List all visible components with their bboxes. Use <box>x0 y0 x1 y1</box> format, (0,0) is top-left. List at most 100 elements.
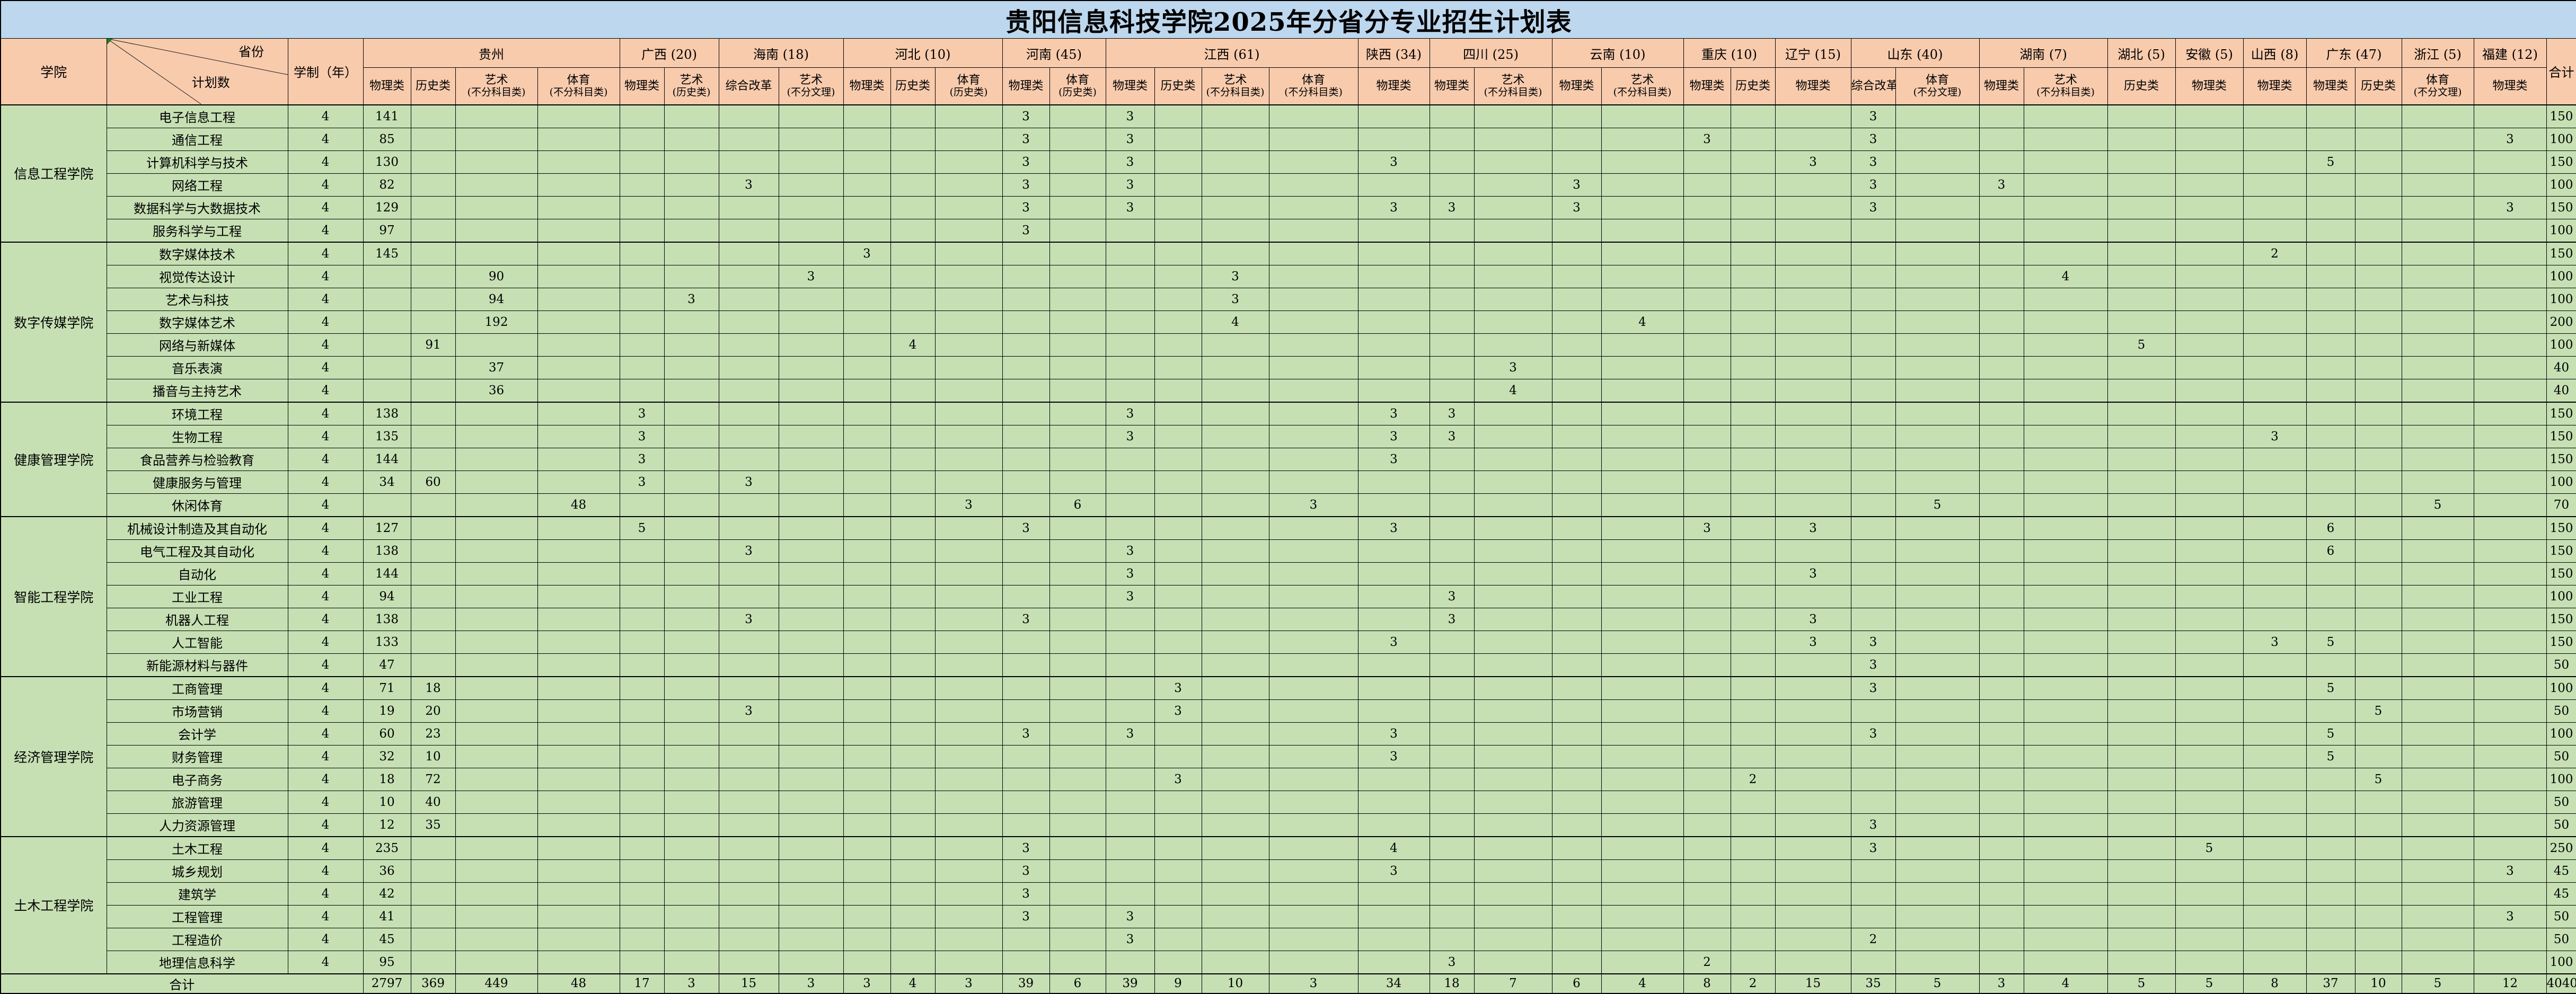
plan-value-cell <box>455 562 538 585</box>
plan-value-cell <box>1357 378 1430 402</box>
row-total-cell: 150 <box>2546 150 2576 174</box>
summary-value-cell: 3 <box>1979 973 2024 993</box>
plan-value-cell <box>1154 127 1202 151</box>
plan-value-cell <box>1850 378 1896 402</box>
plan-value-cell <box>843 584 891 608</box>
plan-value-cell: 3 <box>1775 607 1851 631</box>
plan-value-cell <box>1601 333 1684 357</box>
plan-value-cell <box>718 676 779 700</box>
plan-value-cell: 36 <box>455 378 538 402</box>
plan-value-cell <box>2243 904 2307 928</box>
plan-value-cell <box>2107 104 2176 128</box>
plan-count-axis-label: 计划数 <box>191 75 230 90</box>
plan-value-cell <box>455 127 538 151</box>
plan-value-cell <box>1268 790 1358 814</box>
plan-value-cell <box>1601 493 1684 517</box>
summary-value-cell: 2797 <box>363 973 411 993</box>
plan-value-cell <box>1730 333 1776 357</box>
plan-value-cell: 5 <box>2306 150 2356 174</box>
plan-value-cell <box>2107 607 2176 631</box>
plan-value-cell <box>1601 676 1684 700</box>
plan-value-cell <box>1979 584 2024 608</box>
plan-value-cell <box>1979 333 2024 357</box>
plan-value-cell <box>1730 859 1776 883</box>
plan-value-cell: 34 <box>363 470 411 494</box>
plan-value-cell <box>1775 927 1851 951</box>
plan-value-cell <box>2175 241 2244 265</box>
plan-value-cell <box>1474 470 1552 494</box>
major-name-cell: 会计学 <box>106 722 288 746</box>
plan-value-cell <box>619 790 665 814</box>
summary-value-cell: 10 <box>2354 973 2402 993</box>
plan-value-cell <box>537 401 620 425</box>
plan-value-cell <box>455 401 538 425</box>
plan-value-cell <box>2243 173 2307 197</box>
plan-value-cell: 3 <box>1850 127 1896 151</box>
plan-value-cell: 3 <box>1002 836 1050 860</box>
plan-value-cell <box>1049 127 1106 151</box>
plan-value-cell <box>934 150 1003 174</box>
plan-value-cell <box>718 378 779 402</box>
plan-value-cell <box>843 836 891 860</box>
plan-value-cell <box>2243 927 2307 951</box>
plan-value-cell: 5 <box>2401 493 2474 517</box>
title-row: 贵阳信息科技学院2025年分省分专业招生计划表 <box>0 0 2576 39</box>
plan-value-cell <box>1429 882 1475 906</box>
plan-value-cell <box>890 173 936 197</box>
plan-value-cell <box>1049 287 1106 311</box>
plan-value-cell <box>1601 539 1684 563</box>
plan-value-cell: 3 <box>619 401 665 425</box>
plan-value-cell <box>1154 218 1202 242</box>
plan-value-cell <box>1049 218 1106 242</box>
plan-value-cell <box>1105 607 1155 631</box>
plan-value-cell <box>2306 584 2356 608</box>
province-header: 重庆 (10) <box>1683 38 1776 68</box>
years-column-header: 学制（年） <box>287 38 364 105</box>
plan-value-cell <box>1730 196 1776 219</box>
plan-value-cell <box>1551 836 1602 860</box>
plan-value-cell <box>537 813 620 837</box>
plan-value-cell <box>1895 539 1980 563</box>
plan-value-cell <box>1429 699 1475 723</box>
plan-value-cell <box>455 333 538 357</box>
major-row: 工程管理 4 41 3 3 3 50 <box>1 904 2576 928</box>
plan-value-cell <box>1429 676 1475 700</box>
grand-total-cell: 4040 <box>2546 973 2576 993</box>
plan-value-cell: 3 <box>2243 424 2307 448</box>
plan-value-cell <box>1105 882 1155 906</box>
plan-value-cell: 60 <box>410 470 456 494</box>
summary-row: 合计 2797 369 449 48 17 3 15 3 3 4 3 39 6 39 9 10 3 34 18 7 6 4 8… <box>0 973 2576 993</box>
plan-value-cell <box>890 218 936 242</box>
plan-value-cell <box>1154 264 1202 288</box>
plan-value-cell <box>1730 927 1776 951</box>
plan-value-cell <box>1551 218 1602 242</box>
plan-value-cell <box>2401 722 2474 746</box>
plan-value-cell <box>1201 539 1269 563</box>
plan-value-cell <box>2107 859 2176 883</box>
row-total-cell: 250 <box>2546 836 2576 860</box>
plan-value-cell <box>1979 516 2024 540</box>
major-name-cell: 工程造价 <box>106 927 288 951</box>
plan-value-cell <box>2401 950 2474 974</box>
plan-value-cell <box>2401 790 2474 814</box>
major-row: 艺术与科技 4 94 3 3 100 <box>1 287 2576 311</box>
plan-value-cell <box>1268 699 1358 723</box>
plan-value-cell <box>1268 241 1358 265</box>
plan-value-cell <box>537 676 620 700</box>
plan-value-cell <box>1268 196 1358 219</box>
plan-value-cell <box>1850 904 1896 928</box>
plan-value-cell <box>1850 516 1896 540</box>
plan-value-cell <box>2243 882 2307 906</box>
plan-value-cell <box>2243 859 2307 883</box>
plan-value-cell <box>2107 562 2176 585</box>
plan-value-cell <box>2243 836 2307 860</box>
plan-value-cell <box>1154 424 1202 448</box>
years-cell: 4 <box>287 904 364 928</box>
plan-value-cell <box>1850 218 1896 242</box>
plan-value-cell <box>455 722 538 746</box>
major-row: 健康服务与管理 4 34 60 3 3 100 <box>1 470 2576 494</box>
plan-value-cell <box>410 378 456 402</box>
major-name-cell: 市场营销 <box>106 699 288 723</box>
plan-value-cell <box>2401 424 2474 448</box>
plan-value-cell <box>1357 470 1430 494</box>
